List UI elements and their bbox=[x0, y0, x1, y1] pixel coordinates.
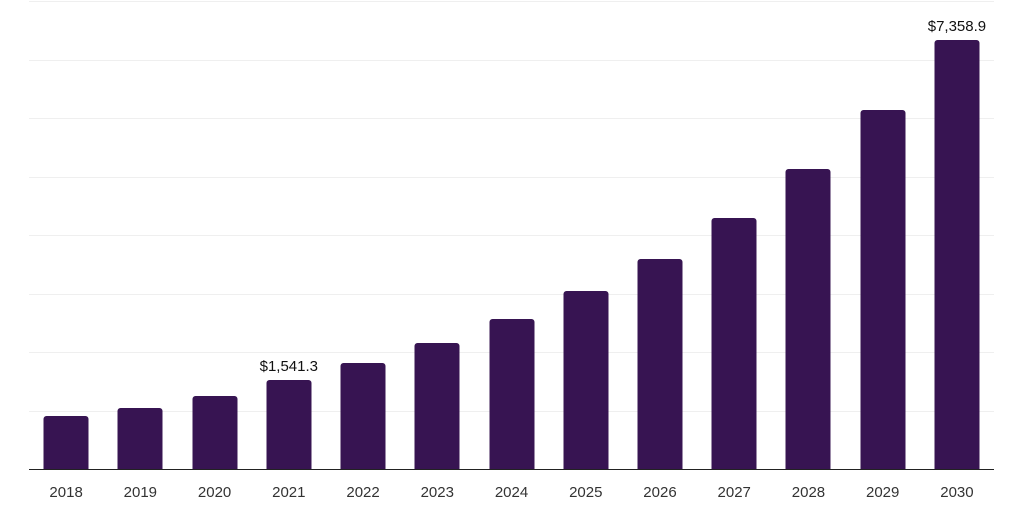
bar-band-2028 bbox=[771, 2, 845, 470]
bar-band-2020 bbox=[177, 2, 251, 470]
bar-2022 bbox=[340, 363, 386, 470]
x-axis-label-2025: 2025 bbox=[569, 484, 603, 501]
plot-area: $1,541.3 $7,358.9 bbox=[29, 1, 994, 470]
x-axis-label-2019: 2019 bbox=[123, 484, 158, 501]
gridline-5000 bbox=[29, 176, 994, 178]
bar-band-2027 bbox=[697, 2, 771, 470]
bar-2026 bbox=[637, 258, 683, 470]
bar-2027 bbox=[711, 218, 757, 470]
bar-band-2019 bbox=[103, 2, 177, 470]
bar-2029 bbox=[860, 109, 906, 470]
gridline-3000 bbox=[29, 293, 994, 295]
bar-2025 bbox=[563, 291, 609, 470]
bar-2021 bbox=[266, 379, 312, 470]
bar-2019 bbox=[117, 408, 163, 470]
bar-value-label-2030: $7,358.9 bbox=[927, 17, 987, 35]
bar-band-2021: $1,541.3 bbox=[252, 2, 326, 470]
bar-value-label-2021: $1,541.3 bbox=[259, 357, 319, 375]
bar-band-2022 bbox=[326, 2, 400, 470]
x-axis-label-2020: 2020 bbox=[197, 484, 232, 501]
x-axis-tick-labels: 2018 2019 2020 2021 2022 2023 2024 2025 2026 2027… bbox=[29, 485, 994, 501]
x-axis-label-2018: 2018 bbox=[49, 484, 83, 501]
bar-band-2024 bbox=[474, 2, 548, 470]
bars-row: $1,541.3 $7,358.9 bbox=[29, 2, 994, 470]
bar-2028 bbox=[785, 168, 831, 470]
x-axis-label-2028: 2028 bbox=[791, 484, 826, 501]
bar-band-2023 bbox=[400, 2, 474, 470]
x-axis-label-2030: 2030 bbox=[940, 484, 974, 501]
bar-2018 bbox=[43, 416, 89, 470]
x-axis-label-2029: 2029 bbox=[866, 484, 900, 501]
bar-2024 bbox=[489, 319, 535, 470]
gridline-4000 bbox=[29, 235, 994, 236]
bar-band-2029 bbox=[846, 2, 920, 470]
bar-band-2025 bbox=[549, 2, 623, 470]
x-axis-label-2023: 2023 bbox=[420, 484, 454, 501]
bar-band-2026 bbox=[623, 2, 697, 470]
gridline-6000 bbox=[29, 118, 994, 119]
bar-band-2018 bbox=[29, 2, 103, 470]
bar-2020 bbox=[192, 395, 238, 470]
bar-band-2030: $7,358.9 bbox=[920, 2, 994, 470]
gridline-7000 bbox=[29, 59, 994, 61]
x-axis-label-2021: 2021 bbox=[272, 484, 306, 501]
bar-2023 bbox=[414, 342, 460, 470]
x-axis-line bbox=[29, 469, 994, 470]
bar-2030 bbox=[934, 39, 980, 470]
x-axis-label-2026: 2026 bbox=[643, 484, 677, 501]
x-axis-label-2022: 2022 bbox=[346, 484, 380, 501]
x-axis-label-2027: 2027 bbox=[717, 484, 751, 501]
x-axis-label-2024: 2024 bbox=[494, 484, 529, 501]
gridline-8000 bbox=[29, 1, 994, 2]
